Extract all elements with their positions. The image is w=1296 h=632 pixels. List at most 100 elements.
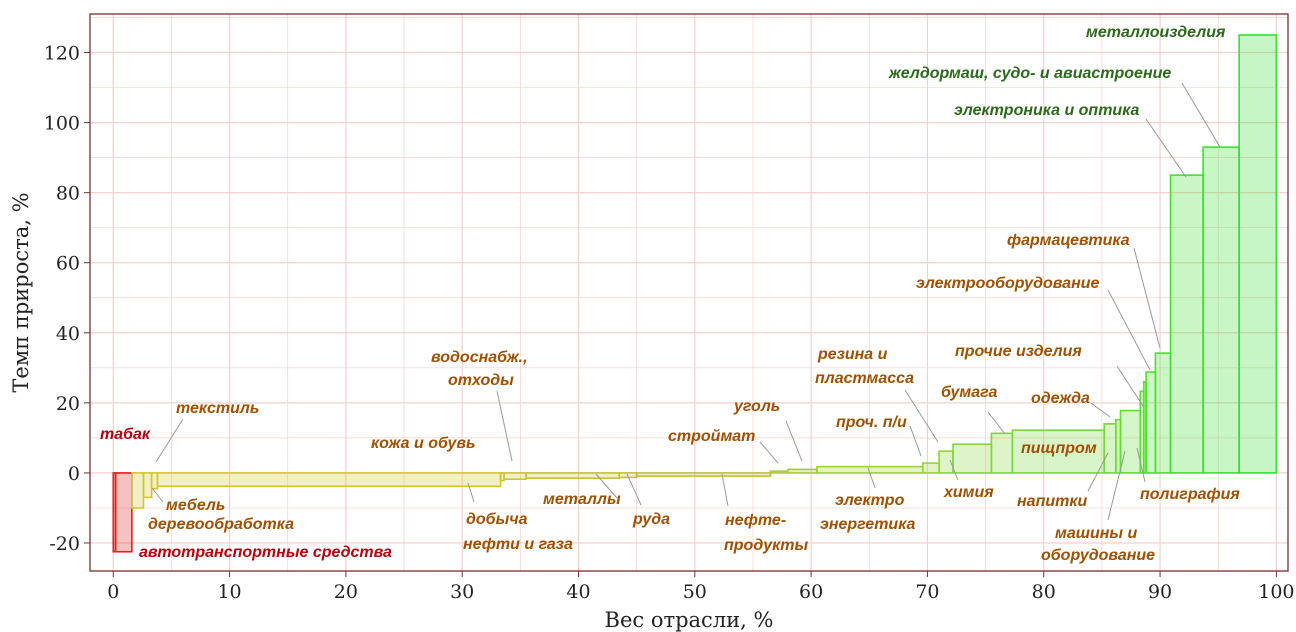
bar-label: пластмасса: [815, 370, 914, 387]
bar-label: бумага: [941, 384, 997, 401]
x-tick-label: 90: [1148, 581, 1172, 603]
leader-line: [949, 459, 959, 481]
x-tick-label: 80: [1032, 581, 1056, 603]
bar: [635, 472, 772, 477]
bar: [952, 443, 993, 474]
bar-label: резина и: [817, 346, 888, 363]
bar-label: электрооборудование: [916, 275, 1100, 292]
bar: [921, 462, 940, 474]
bar: [1011, 429, 1106, 474]
y-axis-ticks: -20 0 20 40 60 80 100 120: [44, 43, 90, 555]
leader-line: [909, 425, 922, 457]
bar: [769, 470, 789, 474]
bar-label: текстиль: [176, 400, 259, 417]
bar-label: фармацевтика: [1007, 232, 1130, 249]
bar-labels: табак автотранспортные средства деревообра…: [100, 24, 1240, 564]
x-tick-label: 10: [217, 581, 241, 603]
bar: [1154, 352, 1172, 474]
bar-label: пищпром: [1021, 440, 1097, 457]
y-tick-label: 20: [56, 393, 80, 415]
bars: [112, 34, 1278, 553]
bar-label: машины и: [1055, 525, 1138, 542]
bar-label: кожа и обувь: [371, 435, 476, 452]
bar: [156, 472, 502, 488]
grid: [90, 14, 1288, 571]
bar: [787, 468, 818, 474]
bar-label: одежда: [1031, 390, 1090, 407]
bar-label: табак: [100, 426, 151, 443]
bar-label: продукты: [724, 537, 808, 554]
y-tick-label: 0: [68, 463, 80, 485]
x-tick-label: 0: [107, 581, 119, 603]
leader-line: [595, 473, 618, 499]
x-tick-label: 60: [799, 581, 823, 603]
bar-label: проч. п/и: [836, 414, 907, 431]
leader-line: [867, 467, 876, 489]
bar: [142, 472, 153, 499]
y-tick-label: 80: [56, 183, 80, 205]
leader-line: [759, 441, 779, 464]
y-tick-label: 100: [44, 113, 80, 135]
bar: [131, 472, 145, 509]
x-axis-title: Вес отрасли, %: [605, 608, 774, 632]
bar: [1238, 34, 1278, 474]
leader-line: [1145, 118, 1187, 178]
bar: [1103, 423, 1117, 474]
leader-line: [1136, 447, 1146, 483]
x-tick-label: 70: [915, 581, 939, 603]
bar-label: химия: [943, 484, 994, 501]
plot-frame: [89, 13, 1289, 572]
x-tick-label: 100: [1258, 581, 1294, 603]
bar: [990, 432, 1014, 474]
bar-label: деревообработка: [148, 516, 294, 533]
y-axis-title: Темп прироста, %: [9, 192, 33, 392]
x-tick-label: 50: [683, 581, 707, 603]
leader-line: [1107, 289, 1151, 371]
bar-label: руда: [632, 511, 670, 528]
bar-label: отходы: [448, 372, 514, 389]
x-tick-label: 20: [334, 581, 358, 603]
bar-label: добыча: [466, 511, 528, 528]
bar-label: нефти и газа: [463, 536, 573, 553]
bar: [114, 472, 133, 553]
leader-line: [1107, 450, 1126, 521]
leader-line: [904, 389, 939, 443]
x-tick-label: 30: [450, 581, 474, 603]
x-axis-ticks: 0 10 20 30 40 50 60 70 80 90 100: [107, 571, 1295, 603]
leader-line: [467, 482, 475, 503]
bar-label: строймат: [668, 428, 755, 445]
y-tick-label: 60: [56, 253, 80, 275]
x-tick-label: 40: [566, 581, 590, 603]
bar-label: нефте-: [725, 512, 786, 529]
bar: [1145, 371, 1157, 474]
leader-line: [785, 420, 803, 462]
bar-label: металлы: [543, 491, 621, 508]
bar: [1202, 146, 1240, 474]
bar-label: электро: [835, 492, 905, 509]
bar-label: энергетика: [820, 516, 916, 533]
y-tick-label: 120: [44, 43, 80, 65]
y-tick-label: 40: [56, 323, 80, 345]
bar-label: оборудование: [1041, 547, 1155, 564]
bar-label: напитки: [1017, 493, 1087, 510]
leader-line: [155, 418, 184, 463]
leader-line: [721, 473, 729, 507]
leader-line: [1133, 247, 1161, 349]
leader-line: [1090, 402, 1111, 418]
bar-label: водоснабж.,: [431, 349, 528, 366]
bar: [525, 472, 621, 479]
bar: [1169, 174, 1204, 474]
y-tick-label: -20: [49, 533, 80, 555]
leader-line: [1181, 82, 1221, 148]
bar-label: прочие изделия: [955, 343, 1082, 360]
bar-label: полиграфия: [1140, 486, 1240, 503]
leader-line: [987, 411, 1006, 435]
bar-label: автотранспортные средства: [139, 544, 392, 561]
leader-line: [496, 390, 513, 462]
bar-label: желдормаш, судо- и авиастроение: [888, 65, 1171, 82]
leader-line: [1087, 452, 1109, 492]
bar: [503, 472, 527, 481]
leader-line: [151, 487, 164, 503]
leader-line: [1116, 365, 1144, 407]
